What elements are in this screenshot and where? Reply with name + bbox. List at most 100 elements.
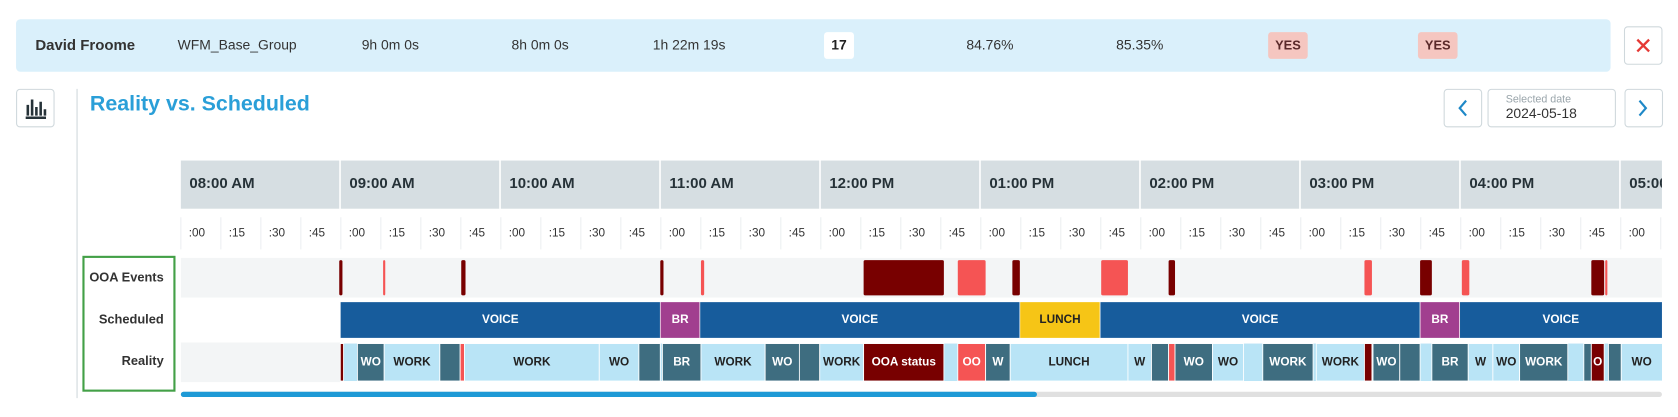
reality-label: W <box>992 355 1004 368</box>
ooa-event <box>1461 260 1470 296</box>
date-label: Selected date <box>1506 93 1571 105</box>
quarter-label: :45 <box>629 226 646 239</box>
quarter-label: :30 <box>1069 226 1086 239</box>
hour-cell <box>500 160 660 209</box>
reality-block <box>383 343 441 382</box>
scheduled-label: LUNCH <box>1039 313 1080 326</box>
scheduled-block <box>1419 301 1461 339</box>
ooa-event <box>660 260 664 296</box>
scheduled-label: VOICE <box>1242 313 1279 326</box>
quarter-label: :45 <box>1429 226 1446 239</box>
scrollbar-thumb[interactable] <box>180 391 1037 398</box>
reality-block <box>798 343 821 382</box>
scheduled-block <box>699 301 1021 339</box>
reality-label: WO <box>1376 355 1396 368</box>
quarter-label: :00 <box>349 226 366 239</box>
quarter-label: :00 <box>1309 226 1326 239</box>
hour-label: 12:00 PM <box>829 175 894 192</box>
reality-block <box>339 343 344 382</box>
quarter-label: :15 <box>1189 226 1206 239</box>
date-picker[interactable] <box>1487 88 1616 128</box>
quarter-label: :30 <box>1549 226 1566 239</box>
ooa-time: 1h 22m 19s <box>653 37 726 53</box>
ooa-event <box>1605 260 1608 296</box>
reality-block <box>661 343 702 382</box>
flag: YES <box>1275 37 1301 52</box>
reality-block <box>357 343 385 382</box>
worked-time: 8h 0m 0s <box>512 37 569 53</box>
quarter-label: :15 <box>549 226 566 239</box>
ooa-event <box>700 260 705 296</box>
flag-box <box>1417 32 1458 59</box>
timeline: 08:00 AM 09:00 AM 10:00 AM 11:00 AM 12:00 PM… <box>180 160 1662 383</box>
ooa-event <box>1168 260 1176 296</box>
hour-label: 10:00 AM <box>509 175 574 192</box>
reality-block <box>1467 343 1494 382</box>
agent-name: David Froome <box>35 37 135 54</box>
next-date[interactable] <box>1624 88 1664 128</box>
group: WFM_Base_Group <box>178 37 297 53</box>
hour-cell <box>820 160 980 209</box>
reality-block <box>1608 343 1622 382</box>
reality-block <box>1174 343 1213 382</box>
reality-label: WORK <box>513 355 551 368</box>
quarter-label: :45 <box>1589 226 1606 239</box>
hour-cell <box>1460 160 1620 209</box>
reality-label: WORK <box>714 355 752 368</box>
reality-label: BR <box>1442 355 1459 368</box>
hour-label: 11:00 AM <box>669 175 733 192</box>
quarter-label: :45 <box>469 226 486 239</box>
reality-label: LUNCH <box>1048 355 1089 368</box>
reality-block <box>439 343 461 382</box>
scheduled-label: BR <box>1431 313 1448 326</box>
close-button[interactable] <box>1623 26 1663 65</box>
quarter-label: :15 <box>1029 226 1046 239</box>
ooa-event <box>1101 260 1128 296</box>
agent-bar[interactable] <box>16 19 1611 72</box>
quarter-label: :00 <box>189 226 206 239</box>
quarter-label: :45 <box>1269 226 1286 239</box>
reality-label: WORK <box>1269 355 1307 368</box>
reality-block <box>1212 343 1244 382</box>
scheduled-label: VOICE <box>1543 313 1580 326</box>
quarter-label: :30 <box>1389 226 1406 239</box>
reality-block <box>638 343 661 382</box>
ooa-event <box>461 260 466 296</box>
scheduled-label: VOICE <box>842 313 879 326</box>
reality-block <box>1620 343 1662 382</box>
ooa-event <box>1364 260 1372 296</box>
adherence: 84.76% <box>966 37 1013 53</box>
reality-label: WORK <box>823 355 861 368</box>
hour-cell <box>340 160 500 209</box>
reality-block <box>1262 343 1314 382</box>
scheduled-block <box>659 301 701 339</box>
reality-label: W <box>1475 355 1487 368</box>
quarter-label: :30 <box>1229 226 1246 239</box>
reality-label: WORK <box>393 355 431 368</box>
ooa-event <box>1420 260 1432 296</box>
quarter-label: :45 <box>309 226 326 239</box>
reality-block <box>1519 343 1569 382</box>
reality-block <box>1399 343 1421 382</box>
hour-label: 02:00 PM <box>1149 175 1214 192</box>
count: 17 <box>831 37 847 53</box>
chart-toggle[interactable] <box>16 88 55 128</box>
hour-label: 03:00 PM <box>1309 175 1374 192</box>
hour-label: 08:00 AM <box>189 175 254 192</box>
row-label: Reality <box>122 353 165 368</box>
scheduled-time: 9h 0m 0s <box>362 37 419 53</box>
reality-label: WORK <box>1322 355 1360 368</box>
quarter-label: :30 <box>589 226 606 239</box>
quarter-label: :00 <box>509 226 526 239</box>
reality-block <box>464 343 600 382</box>
reality-block <box>1372 343 1401 382</box>
reality-label: WO <box>1631 355 1651 368</box>
scheduled-block <box>339 301 661 339</box>
reality-block <box>1431 343 1469 382</box>
prev-date[interactable] <box>1443 88 1483 128</box>
reality-block <box>863 343 945 382</box>
reality-label: WO <box>772 355 792 368</box>
date-value: 2024-05-18 <box>1506 105 1577 121</box>
scheduled-block <box>1459 301 1662 339</box>
reality-block <box>1590 343 1605 382</box>
